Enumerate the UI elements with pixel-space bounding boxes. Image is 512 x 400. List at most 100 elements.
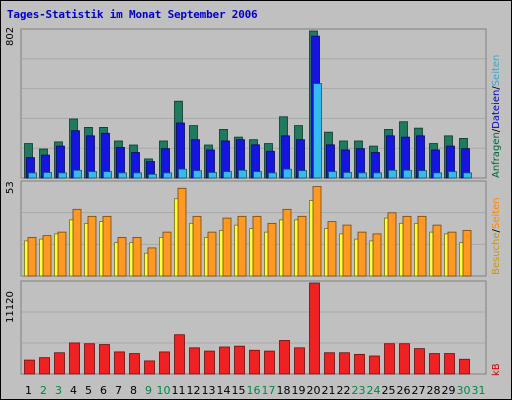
bar-kb-day-16	[249, 349, 260, 375]
x-tick-label-day-23: 23	[352, 384, 366, 397]
bar-seiten-mid-day-11	[177, 187, 187, 277]
x-tick-label-day-5: 5	[85, 384, 92, 397]
bar-seiten-top-day-5	[88, 171, 97, 179]
bar-seiten-mid-day-23	[357, 231, 367, 277]
x-tick-label-day-8: 8	[130, 384, 137, 397]
bar-kb-day-25	[384, 343, 395, 375]
bar-seiten-top-day-9	[148, 173, 157, 179]
bar-kb-day-9	[144, 360, 155, 375]
x-tick-label-day-30: 30	[457, 384, 471, 397]
x-tick-label-day-15: 15	[232, 384, 246, 397]
bar-seiten-mid-day-29	[447, 231, 457, 277]
bar-seiten-top-day-7	[118, 172, 127, 179]
bar-seiten-mid-day-12	[192, 215, 202, 277]
bar-kb-day-2	[39, 357, 50, 375]
x-tick-label-day-18: 18	[277, 384, 291, 397]
bar-seiten-mid-day-6	[102, 215, 112, 277]
bar-seiten-top-day-15	[238, 169, 247, 179]
bar-kb-day-1	[24, 359, 35, 375]
x-tick-label-day-25: 25	[382, 384, 396, 397]
x-tick-label-day-27: 27	[412, 384, 426, 397]
bar-kb-day-7	[114, 351, 125, 375]
bar-seiten-mid-day-21	[327, 221, 337, 277]
x-tick-label-day-19: 19	[292, 384, 306, 397]
bar-kb-day-10	[159, 351, 170, 375]
x-tick-label-day-2: 2	[40, 384, 47, 397]
bar-seiten-top-day-27	[418, 170, 427, 179]
bar-seiten-mid-day-1	[27, 236, 37, 277]
x-tick-label-day-4: 4	[70, 384, 77, 397]
bar-seiten-top-day-25	[388, 169, 397, 179]
bar-seiten-mid-day-17	[267, 222, 277, 277]
bar-seiten-top-day-22	[343, 172, 352, 179]
bar-seiten-top-day-10	[163, 172, 172, 179]
x-tick-label-day-24: 24	[367, 384, 381, 397]
bar-seiten-top-day-28	[433, 172, 442, 179]
bar-seiten-mid-day-9	[147, 247, 157, 277]
x-tick-label-day-10: 10	[157, 384, 171, 397]
bar-kb-day-28	[429, 353, 440, 375]
bar-seiten-top-day-29	[448, 171, 457, 179]
bar-kb-day-22	[339, 352, 350, 375]
bar-seiten-mid-day-27	[417, 215, 427, 277]
bar-seiten-mid-day-20	[312, 186, 322, 277]
bar-seiten-mid-day-22	[342, 224, 352, 277]
bar-seiten-top-day-21	[328, 171, 337, 179]
bar-seiten-mid-day-8	[132, 236, 142, 277]
bar-seiten-top-day-1	[28, 172, 37, 179]
bar-kb-day-15	[234, 345, 245, 375]
bar-seiten-top-day-20	[313, 83, 322, 179]
bar-seiten-top-day-30	[463, 172, 472, 179]
bar-kb-day-19	[294, 347, 305, 375]
bar-seiten-top-day-18	[283, 168, 292, 179]
bar-kb-day-5	[84, 343, 95, 375]
bar-kb-day-18	[279, 340, 290, 375]
bar-seiten-mid-day-10	[162, 231, 172, 277]
x-tick-label-day-22: 22	[337, 384, 351, 397]
bar-seiten-top-day-23	[358, 172, 367, 179]
bar-seiten-top-day-24	[373, 172, 382, 179]
bar-seiten-top-day-16	[253, 171, 262, 179]
bar-seiten-mid-day-5	[87, 215, 97, 277]
x-tick-label-day-13: 13	[202, 384, 216, 397]
bar-seiten-top-day-8	[133, 172, 142, 179]
bar-seiten-mid-day-15	[237, 215, 247, 277]
bar-kb-day-29	[444, 353, 455, 375]
bar-seiten-top-day-13	[208, 172, 217, 179]
x-tick-label-day-20: 20	[307, 384, 321, 397]
bar-seiten-mid-day-13	[207, 231, 217, 277]
x-tick-label-day-12: 12	[187, 384, 201, 397]
bar-seiten-mid-day-3	[57, 231, 67, 277]
bar-kb-day-13	[204, 350, 215, 375]
bar-seiten-top-day-12	[193, 170, 202, 179]
x-tick-label-day-16: 16	[247, 384, 261, 397]
bar-seiten-mid-day-16	[252, 215, 262, 277]
bar-seiten-mid-day-4	[72, 208, 82, 277]
x-tick-label-day-26: 26	[397, 384, 411, 397]
bar-seiten-top-day-6	[103, 171, 112, 179]
bar-kb-day-11	[174, 334, 185, 375]
bar-kb-day-12	[189, 347, 200, 375]
bar-kb-day-4	[69, 342, 80, 375]
bar-kb-day-21	[324, 352, 335, 375]
bar-kb-day-8	[129, 353, 140, 375]
bar-seiten-top-day-4	[73, 169, 82, 179]
bar-seiten-mid-day-19	[297, 215, 307, 277]
x-tick-label-day-28: 28	[427, 384, 441, 397]
bar-seiten-mid-day-7	[117, 236, 127, 277]
x-tick-label-day-3: 3	[55, 384, 62, 397]
bar-seiten-mid-day-2	[42, 235, 52, 277]
bar-seiten-mid-day-14	[222, 217, 232, 277]
x-tick-label-day-14: 14	[217, 384, 231, 397]
bar-seiten-mid-day-26	[402, 215, 412, 277]
bar-seiten-top-day-3	[58, 172, 67, 179]
bar-seiten-mid-day-28	[432, 224, 442, 277]
bar-seiten-mid-day-24	[372, 233, 382, 277]
bar-kb-day-6	[99, 344, 110, 375]
bar-kb-day-24	[369, 355, 380, 375]
bar-seiten-top-day-2	[43, 172, 52, 179]
bar-seiten-top-day-14	[223, 171, 232, 179]
bar-seiten-mid-day-18	[282, 208, 292, 277]
